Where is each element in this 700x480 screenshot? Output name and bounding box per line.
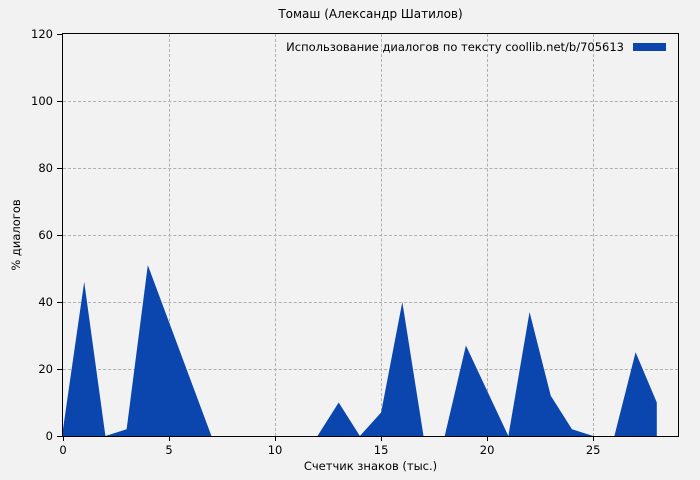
y-tick-label: 20 <box>38 362 53 376</box>
y-tick-label: 40 <box>38 295 53 309</box>
x-tick-label: 15 <box>373 443 389 457</box>
x-tick-mark <box>169 436 171 441</box>
x-tick-mark <box>63 436 64 441</box>
x-tick-label: 10 <box>267 443 283 457</box>
y-tick-label: 80 <box>38 161 53 175</box>
y-tick-label: 100 <box>31 94 53 108</box>
x-gridline <box>275 34 277 436</box>
y-tick-mark <box>57 436 62 437</box>
plot-area: Использование диалогов по тексту coollib… <box>62 33 679 437</box>
legend-color-swatch <box>633 43 666 51</box>
x-gridline <box>487 34 489 436</box>
y-tick-mark <box>57 34 62 35</box>
legend: Использование диалогов по тексту coollib… <box>286 40 666 54</box>
y-gridline <box>63 168 678 169</box>
x-gridline <box>381 34 383 436</box>
y-tick-mark <box>57 369 62 370</box>
x-tick-label: 25 <box>585 443 601 457</box>
y-tick-label: 120 <box>31 27 53 41</box>
x-tick-mark <box>593 436 595 441</box>
legend-label: Использование диалогов по тексту coollib… <box>286 40 624 54</box>
area-series-svg <box>63 265 657 436</box>
y-tick-mark <box>57 302 62 303</box>
chart-title: Томаш (Александр Шатилов) <box>278 7 463 21</box>
x-tick-label: 5 <box>165 443 173 457</box>
area-series-fill <box>63 265 657 436</box>
x-tick-mark <box>487 436 489 441</box>
x-gridline <box>169 34 171 436</box>
y-tick-label: 0 <box>45 429 53 443</box>
y-gridline <box>63 369 678 370</box>
y-tick-mark <box>57 101 62 102</box>
y-tick-mark <box>57 235 62 236</box>
y-tick-mark <box>57 168 62 169</box>
y-gridline <box>63 302 678 303</box>
x-gridline <box>593 34 595 436</box>
y-gridline <box>63 101 678 102</box>
x-tick-label: 20 <box>479 443 495 457</box>
y-gridline <box>63 235 678 236</box>
y-tick-label: 60 <box>38 228 53 242</box>
x-axis-label: Счетчик знаков (тыс.) <box>303 459 438 473</box>
x-tick-mark <box>381 436 383 441</box>
x-tick-label: 0 <box>59 443 67 457</box>
x-tick-mark <box>275 436 277 441</box>
